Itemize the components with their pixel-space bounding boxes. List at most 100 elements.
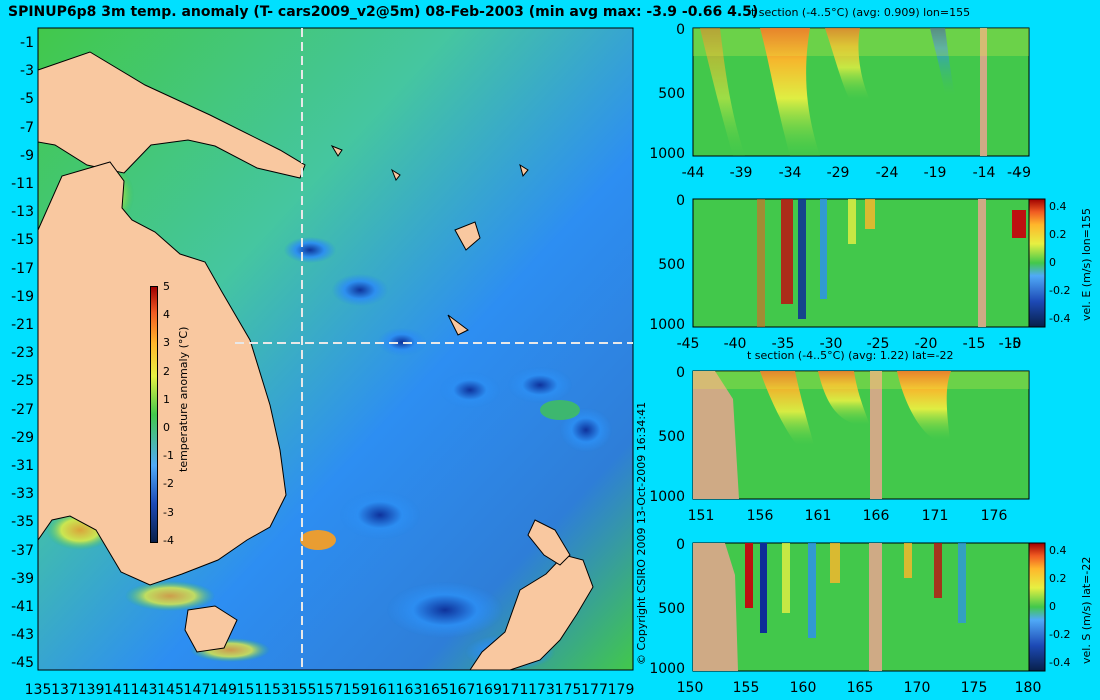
panel-y-tick: 500 [658,601,685,617]
map-colorbar-tick: -4 [163,533,174,547]
map-x-tick: 163 [395,682,423,698]
panel-x-tick: -24 [875,165,899,181]
panel-2-side-label: vel. E (m/s) lon=155 [1080,208,1093,321]
panel-x-tick: -44 [681,165,705,181]
map-y-tick: -45 [11,655,34,672]
panel-x-tick: 151 [687,508,715,524]
panel-x-tick: 155 [732,680,760,696]
map-y-tick: -1 [20,35,34,51]
map-colorbar-tick: 5 [163,280,170,293]
right-panels [692,27,1046,672]
map-colorbar-tick: -1 [163,449,174,463]
map-x-tick: 145 [157,682,184,698]
map-x-tick: 143 [130,682,158,698]
panel-colorbar-tick: -0.2 [1049,628,1071,641]
map-x-tick: 141 [104,682,131,698]
tasmania [184,605,238,653]
panel-x-tick: 160 [789,680,817,696]
panel-colorbar-tick: -0.4 [1049,312,1071,325]
map-y-tick: -41 [11,599,34,615]
panel-colorbar-tick: -0.2 [1049,284,1071,297]
panel-1 [692,27,1030,157]
panel-colorbar-tick: 0.2 [1049,228,1067,241]
panel-x-tick: -35 [771,336,795,352]
map-x-tick: 165 [422,682,449,698]
map-x-tick: 137 [51,682,78,698]
island-b [447,314,469,336]
map-y-tick: -23 [11,345,34,362]
panel-3-title: t section (-4..5°C) (avg: 1.22) lat=-22 [747,349,954,362]
panel-x-tick: -34 [778,165,802,181]
map-colorbar-tick: 4 [163,308,170,322]
map-y-tick: -15 [11,232,34,249]
main-map [37,27,634,671]
panel-2 [692,198,1046,328]
panel-x-tick: -9 [1017,165,1031,181]
panel-y-tick: 500 [658,257,685,273]
panel-y-tick: 0 [676,22,685,38]
panel-colorbar-tick: 0 [1049,256,1056,269]
panel-x-tick: 161 [804,508,832,524]
panel-x-tick: -40 [723,336,747,352]
map-x-tick: 157 [316,682,343,698]
map-colorbar-tick: -2 [163,477,174,491]
island-a [454,221,481,251]
map-x-tick: 177 [581,682,608,698]
panel-x-tick: -15 [962,336,986,352]
panel-x-tick: 165 [846,680,874,696]
map-y-tick: -17 [11,260,34,277]
map-y-tick: -3 [20,63,34,80]
map-x-tick: 139 [77,682,105,698]
map-x-tick: 135 [24,682,52,698]
panel-3 [692,370,1030,500]
page-title: SPINUP6p8 3m temp. anomaly (T- cars2009_… [8,4,759,20]
panel-x-tick: -10 [998,336,1022,352]
map-x-tick: 167 [448,682,476,698]
panel-4-side-label: vel. S (m/s) lat=-22 [1080,556,1093,664]
panel-x-tick: 180 [1014,680,1042,696]
panel-y-tick: 1000 [649,489,685,505]
panel-x-tick: 171 [921,508,949,524]
panel-x-tick: -25 [866,336,890,352]
panel-x-tick: -30 [819,336,843,352]
panel-y-tick: 1000 [649,661,685,677]
map-y-tick: -27 [11,401,34,418]
map-y-tick: -13 [11,204,34,221]
australia [37,161,287,586]
panel-y-tick: 500 [658,86,685,102]
map-y-tick: -9 [20,147,34,164]
map-y-tick: -21 [11,317,34,333]
panel-x-tick: 175 [960,680,988,696]
panel-colorbar-tick: 0 [1049,600,1056,613]
map-y-tick: -37 [11,542,34,559]
map-x-tick: 161 [369,682,396,698]
map-x-tick: 153 [263,682,290,698]
map-y-tick: -33 [11,486,34,503]
island-e [330,144,343,157]
island-c [519,163,529,178]
map-x-tick: 159 [342,682,370,698]
panel-1-title: t section (-4..5°C) (avg: 0.909) lon=155 [751,6,971,19]
panel-x-tick: -20 [914,336,938,352]
map-colorbar-tick: -3 [163,505,174,519]
map-x-tick: 155 [289,682,317,698]
map-y-tick: -19 [11,288,34,305]
map-y-tick: -31 [11,458,34,474]
panel-x-tick: -4 [1007,165,1021,181]
new-guinea [37,51,306,179]
panel-y-tick: 1000 [649,146,685,162]
map-colorbar-tick: 0 [163,421,170,434]
map-y-tick: -7 [20,119,34,136]
panel-x-tick: -45 [676,336,700,352]
panel-x-tick: 156 [746,508,774,524]
panel-x-tick: -39 [729,165,753,181]
map-y-tick: -5 [20,91,34,108]
map-colorbar-tick: 3 [163,336,170,350]
map-x-tick: 149 [210,682,237,698]
map-y-tick: -39 [11,570,34,587]
panel-colorbar-tick: 0.4 [1049,200,1067,213]
map-y-tick: -29 [11,429,34,446]
panel-x-tick: 150 [676,680,704,696]
panel-x-tick: 166 [862,508,890,524]
